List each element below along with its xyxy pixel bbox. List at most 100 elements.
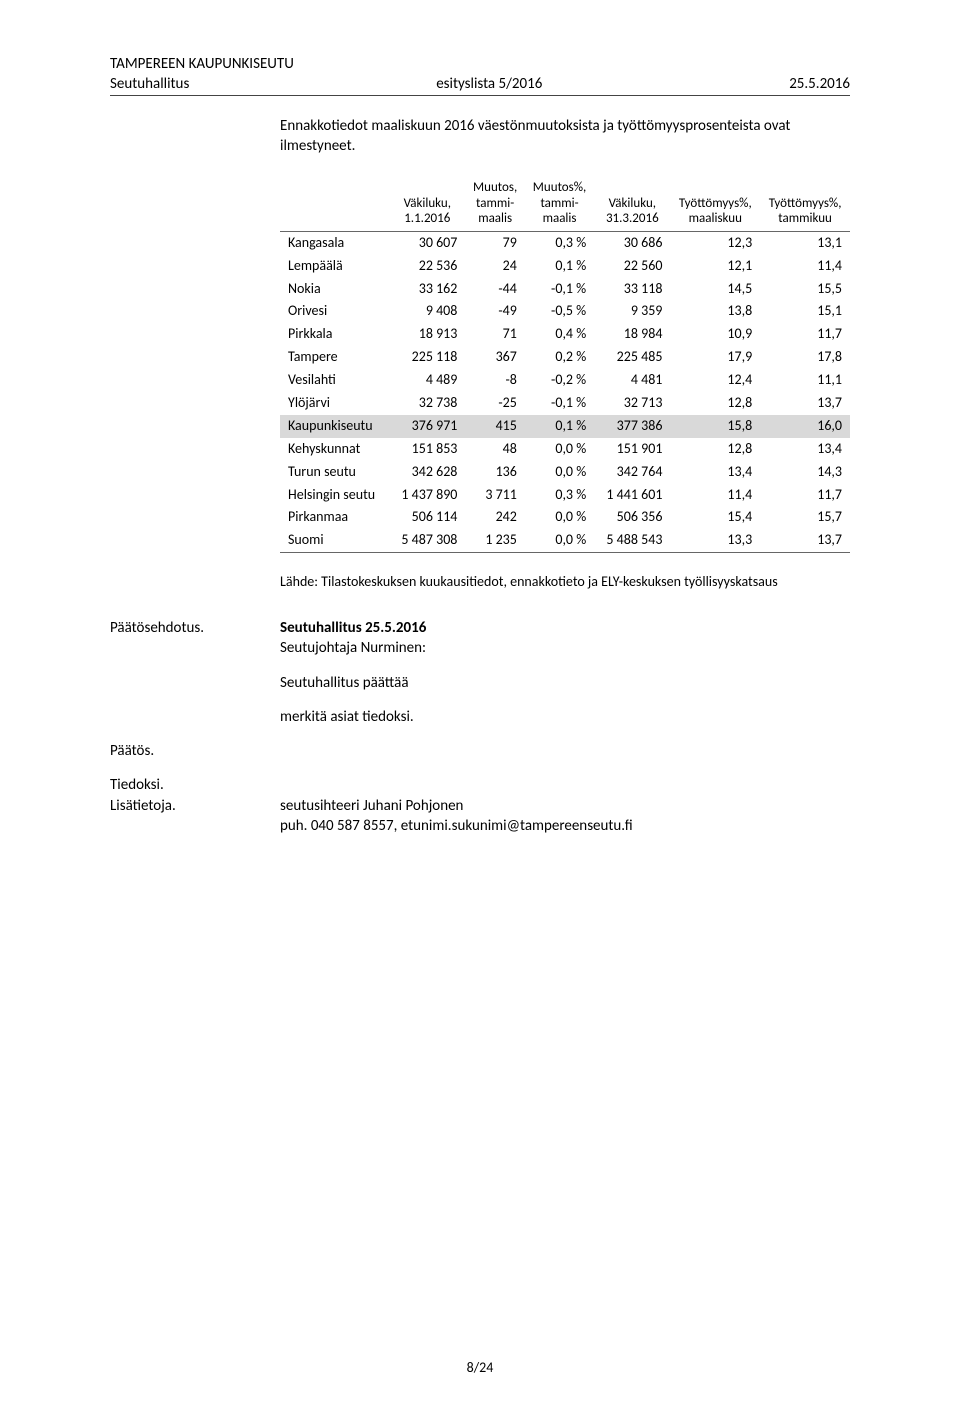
table-cell: 13,8 [670, 300, 760, 323]
header-left: Seutuhallitus [110, 74, 189, 94]
table-column-header: Työttömyys%,maaliskuu [670, 176, 760, 231]
table-cell: 1 437 890 [389, 484, 465, 507]
table-cell: 242 [465, 506, 524, 529]
contact-name: seutusihteeri Juhani Pohjonen [280, 796, 850, 816]
table-cell: 4 481 [594, 369, 670, 392]
header-right: 25.5.2016 [789, 74, 850, 94]
table-cell: 0,0 % [525, 461, 594, 484]
table-column-header: Väkiluku,1.1.2016 [389, 176, 465, 231]
table-row: Pirkkala18 913710,4 %18 98410,911,7 [280, 323, 850, 346]
table-row: Kehyskunnat151 853480,0 %151 90112,813,4 [280, 438, 850, 461]
table-cell: -0,5 % [525, 300, 594, 323]
table-row: Ylöjärvi32 738-25-0,1 %32 71312,813,7 [280, 392, 850, 415]
table-cell: 0,0 % [525, 506, 594, 529]
table-row-label: Pirkanmaa [280, 506, 389, 529]
table-cell: 24 [465, 255, 524, 278]
table-cell: 32 738 [389, 392, 465, 415]
header-org: TAMPEREEN KAUPUNKISEUTU [110, 54, 850, 74]
table-cell: 5 487 308 [389, 529, 465, 552]
table-row-label: Nokia [280, 278, 389, 301]
table-row-label: Ylöjärvi [280, 392, 389, 415]
table-row: Lempäälä22 536240,1 %22 56012,111,4 [280, 255, 850, 278]
table-cell: -0,1 % [525, 392, 594, 415]
population-table: Väkiluku,1.1.2016Muutos,tammi-maalisMuut… [280, 176, 850, 553]
table-cell: 11,4 [670, 484, 760, 507]
table-column-header [280, 176, 389, 231]
table-cell: 0,0 % [525, 529, 594, 552]
table-cell: 1 235 [465, 529, 524, 552]
table-cell: 367 [465, 346, 524, 369]
table-cell: -0,1 % [525, 278, 594, 301]
table-row-label: Orivesi [280, 300, 389, 323]
table-cell: 12,8 [670, 438, 760, 461]
table-cell: 30 686 [594, 231, 670, 254]
table-row-label: Pirkkala [280, 323, 389, 346]
table-row: Helsingin seutu1 437 8903 7110,3 %1 441 … [280, 484, 850, 507]
table-cell: 0,3 % [525, 484, 594, 507]
table-cell: 225 485 [594, 346, 670, 369]
table-row: Vesilahti4 489-8-0,2 %4 48112,411,1 [280, 369, 850, 392]
table-cell: 0,3 % [525, 231, 594, 254]
table-row-label: Vesilahti [280, 369, 389, 392]
table-cell: 22 536 [389, 255, 465, 278]
table-cell: 13,4 [670, 461, 760, 484]
header-center: esityslista 5/2016 [436, 74, 542, 94]
table-cell: 18 913 [389, 323, 465, 346]
source-line: Lähde: Tilastokeskuksen kuukausitiedot, … [280, 573, 850, 592]
table-cell: 12,3 [670, 231, 760, 254]
table-cell: 225 118 [389, 346, 465, 369]
table-cell: 13,7 [760, 392, 850, 415]
table-cell: -25 [465, 392, 524, 415]
table-cell: 12,4 [670, 369, 760, 392]
table-row: Kangasala30 607790,3 %30 68612,313,1 [280, 231, 850, 254]
table-cell: 151 901 [594, 438, 670, 461]
table-row-label: Helsingin seutu [280, 484, 389, 507]
table-cell: 0,2 % [525, 346, 594, 369]
table-cell: 11,4 [760, 255, 850, 278]
table-cell: -49 [465, 300, 524, 323]
table-cell: 151 853 [389, 438, 465, 461]
table-cell: 342 764 [594, 461, 670, 484]
table-cell: 0,0 % [525, 438, 594, 461]
table-cell: 0,4 % [525, 323, 594, 346]
label-lisatietoja: Lisätietoja. [110, 796, 280, 816]
table-cell: 15,7 [760, 506, 850, 529]
table-cell: 5 488 543 [594, 529, 670, 552]
table-cell: 22 560 [594, 255, 670, 278]
table-cell: 0,1 % [525, 255, 594, 278]
intro-paragraph: Ennakkotiedot maaliskuun 2016 väestönmuu… [280, 116, 840, 157]
table-cell: 415 [465, 415, 524, 438]
proposer: Seutujohtaja Nurminen: [280, 638, 850, 658]
table-cell: 13,3 [670, 529, 760, 552]
label-tiedoksi: Tiedoksi. [110, 775, 280, 795]
table-row: Turun seutu342 6281360,0 %342 76413,414,… [280, 461, 850, 484]
label-decision: Päätös. [110, 741, 280, 761]
label-proposal: Päätösehdotus. [110, 618, 280, 659]
table-row: Pirkanmaa506 1142420,0 %506 35615,415,7 [280, 506, 850, 529]
table-cell: 1 441 601 [594, 484, 670, 507]
table-cell: 15,8 [670, 415, 760, 438]
table-cell: 11,7 [760, 323, 850, 346]
table-cell: -0,2 % [525, 369, 594, 392]
table-row-label: Kehyskunnat [280, 438, 389, 461]
table-cell: 48 [465, 438, 524, 461]
table-cell: 342 628 [389, 461, 465, 484]
table-row-label: Kangasala [280, 231, 389, 254]
table-row: Orivesi9 408-49-0,5 %9 35913,815,1 [280, 300, 850, 323]
table-cell: 9 408 [389, 300, 465, 323]
page-header: TAMPEREEN KAUPUNKISEUTU Seutuhallitus es… [110, 54, 850, 96]
table-cell: 136 [465, 461, 524, 484]
table-cell: 506 356 [594, 506, 670, 529]
table-row: Kaupunkiseutu376 9714150,1 %377 38615,81… [280, 415, 850, 438]
table-row: Tampere225 1183670,2 %225 48517,917,8 [280, 346, 850, 369]
table-cell: 15,1 [760, 300, 850, 323]
notes-line: merkitä asiat tiedoksi. [280, 707, 850, 727]
table-row: Suomi5 487 3081 2350,0 %5 488 54313,313,… [280, 529, 850, 552]
table-cell: 33 118 [594, 278, 670, 301]
table-cell: 14,5 [670, 278, 760, 301]
table-cell: 376 971 [389, 415, 465, 438]
table-cell: 9 359 [594, 300, 670, 323]
table-column-header: Työttömyys%,tammikuu [760, 176, 850, 231]
table-cell: 30 607 [389, 231, 465, 254]
table-cell: 12,1 [670, 255, 760, 278]
